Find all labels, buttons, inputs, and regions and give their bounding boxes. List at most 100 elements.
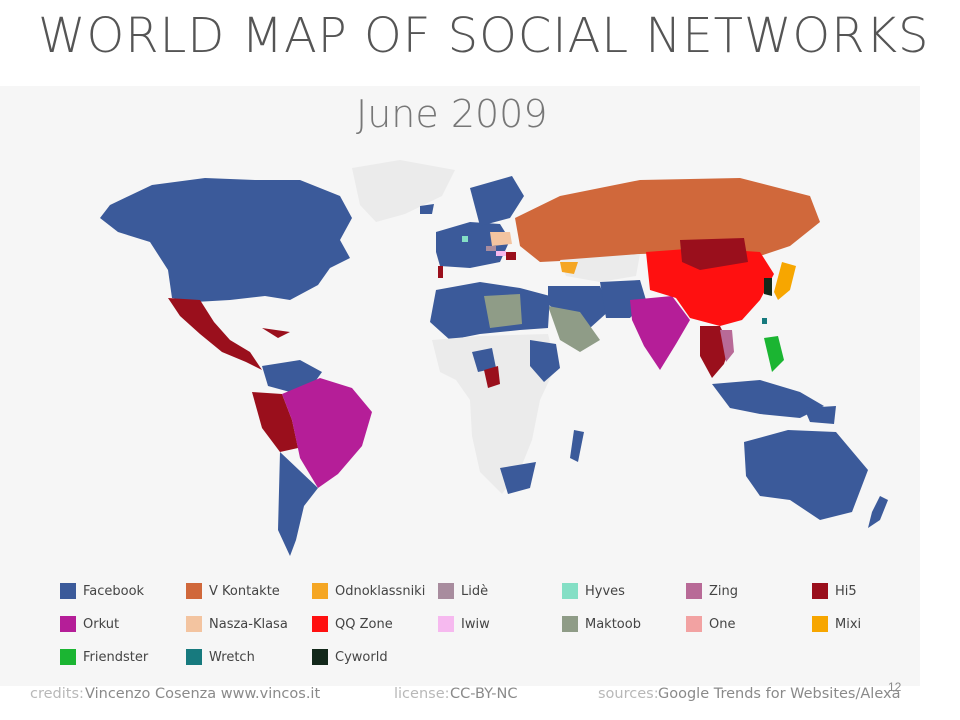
legend-swatch (60, 583, 76, 599)
legend-label: Facebook (83, 583, 145, 599)
legend-swatch (686, 616, 702, 632)
region-czech (486, 246, 496, 251)
legend-swatch (562, 616, 578, 632)
legend-label: Mixi (835, 616, 862, 632)
region-netherlands (462, 236, 468, 242)
credits-label: credits: (30, 686, 84, 702)
legend-label: Hi5 (835, 583, 857, 599)
world-map (100, 160, 888, 556)
region-vietnam (720, 330, 734, 362)
region-mexico (168, 298, 262, 370)
region-philippines (764, 336, 784, 372)
license-label: license: (394, 686, 450, 702)
region-peru (252, 392, 298, 452)
region-poland (490, 232, 512, 246)
legend-item-nasza-klasa: Nasza-Klasa (186, 615, 288, 633)
region-arabia (548, 306, 600, 352)
legend-label: One (709, 616, 736, 632)
region-iceland (420, 204, 434, 214)
legend-swatch (186, 649, 202, 665)
legend-swatch (812, 583, 828, 599)
region-scandinavia (470, 176, 524, 226)
legend-item-cyworld: Cyworld (312, 648, 388, 666)
legend-item-hyves: Hyves (562, 582, 625, 600)
region-mongolia (680, 238, 748, 270)
map-subtitle: June 2009 (356, 92, 548, 136)
region-new-zealand (868, 496, 888, 528)
region-taiwan (762, 318, 767, 324)
sources-label: sources: (598, 686, 659, 702)
legend-swatch (186, 616, 202, 632)
legend-label: Lidè (461, 583, 489, 599)
legend-swatch (312, 616, 328, 632)
region-australia (744, 430, 868, 520)
region-russia (515, 178, 820, 262)
region-china (646, 248, 774, 326)
region-nigeria (472, 348, 496, 372)
legend-swatch (812, 616, 828, 632)
legend-item-zing: Zing (686, 582, 738, 600)
legend-swatch (60, 649, 76, 665)
region-horn (530, 340, 560, 382)
legend-item-facebook: Facebook (60, 582, 144, 600)
region-caribbean (262, 328, 290, 338)
legend-label: V Kontakte (209, 583, 280, 599)
region-africa (432, 334, 556, 494)
license-value: CC-BY-NC (450, 686, 518, 702)
page-number: 12 (888, 680, 902, 694)
legend-label: Cyworld (335, 649, 388, 665)
legend-swatch (686, 583, 702, 599)
credits-line: credits: Vincenzo Cosenza www.vincos.it … (30, 686, 910, 710)
legend-label: Nasza-Klasa (209, 616, 288, 632)
legend-label: Iwiw (461, 616, 490, 632)
legend-item-one: One (686, 615, 735, 633)
legend-item-v-kontakte: V Kontakte (186, 582, 280, 600)
legend-swatch (438, 616, 454, 632)
region-southern-cone (278, 452, 318, 556)
legend: Facebook V Kontakte Odnoklassniki Lidè H… (60, 582, 920, 678)
region-kazakhstan (560, 254, 640, 282)
legend-item-hi5: Hi5 (812, 582, 857, 600)
legend-label: Maktoob (585, 616, 641, 632)
region-romania (506, 252, 516, 260)
legend-label: Odnoklassniki (335, 583, 426, 599)
region-cameroon (484, 366, 500, 388)
legend-item-odnoklassniki: Odnoklassniki (312, 582, 425, 600)
region-odnoklassniki (560, 262, 578, 274)
legend-item-friendster: Friendster (60, 648, 148, 666)
legend-item-wretch: Wretch (186, 648, 255, 666)
region-greenland (352, 160, 455, 222)
legend-swatch (438, 583, 454, 599)
legend-label: Zing (709, 583, 739, 599)
legend-item-iwiw: Iwiw (438, 615, 490, 633)
map-title: WORLD MAP OF SOCIAL NETWORKS (38, 8, 930, 64)
legend-swatch (60, 616, 76, 632)
legend-swatch (562, 583, 578, 599)
legend-swatch (186, 583, 202, 599)
region-png (804, 406, 836, 424)
legend-item-orkut: Orkut (60, 615, 119, 633)
region-portugal (438, 266, 443, 278)
legend-label: QQ Zone (335, 616, 393, 632)
legend-swatch (312, 583, 328, 599)
legend-item-qq-zone: QQ Zone (312, 615, 393, 633)
legend-item-lide: Lidè (438, 582, 488, 600)
region-madagascar (570, 430, 584, 462)
region-india (630, 296, 690, 370)
credits-value: Vincenzo Cosenza www.vincos.it (85, 686, 321, 702)
sources-value: Google Trends for Websites/Alexa (658, 686, 901, 702)
region-libya (484, 294, 522, 328)
legend-item-mixi: Mixi (812, 615, 861, 633)
legend-label: Orkut (83, 616, 120, 632)
region-japan (774, 262, 796, 300)
region-indonesia (712, 380, 824, 418)
legend-label: Wretch (209, 649, 255, 665)
region-south-africa (500, 462, 536, 494)
legend-label: Hyves (585, 583, 625, 599)
legend-item-maktoob: Maktoob (562, 615, 641, 633)
legend-swatch (312, 649, 328, 665)
region-brazil (282, 378, 372, 488)
region-korea (764, 278, 772, 296)
region-hungary (496, 251, 506, 256)
region-north-america (100, 178, 352, 302)
